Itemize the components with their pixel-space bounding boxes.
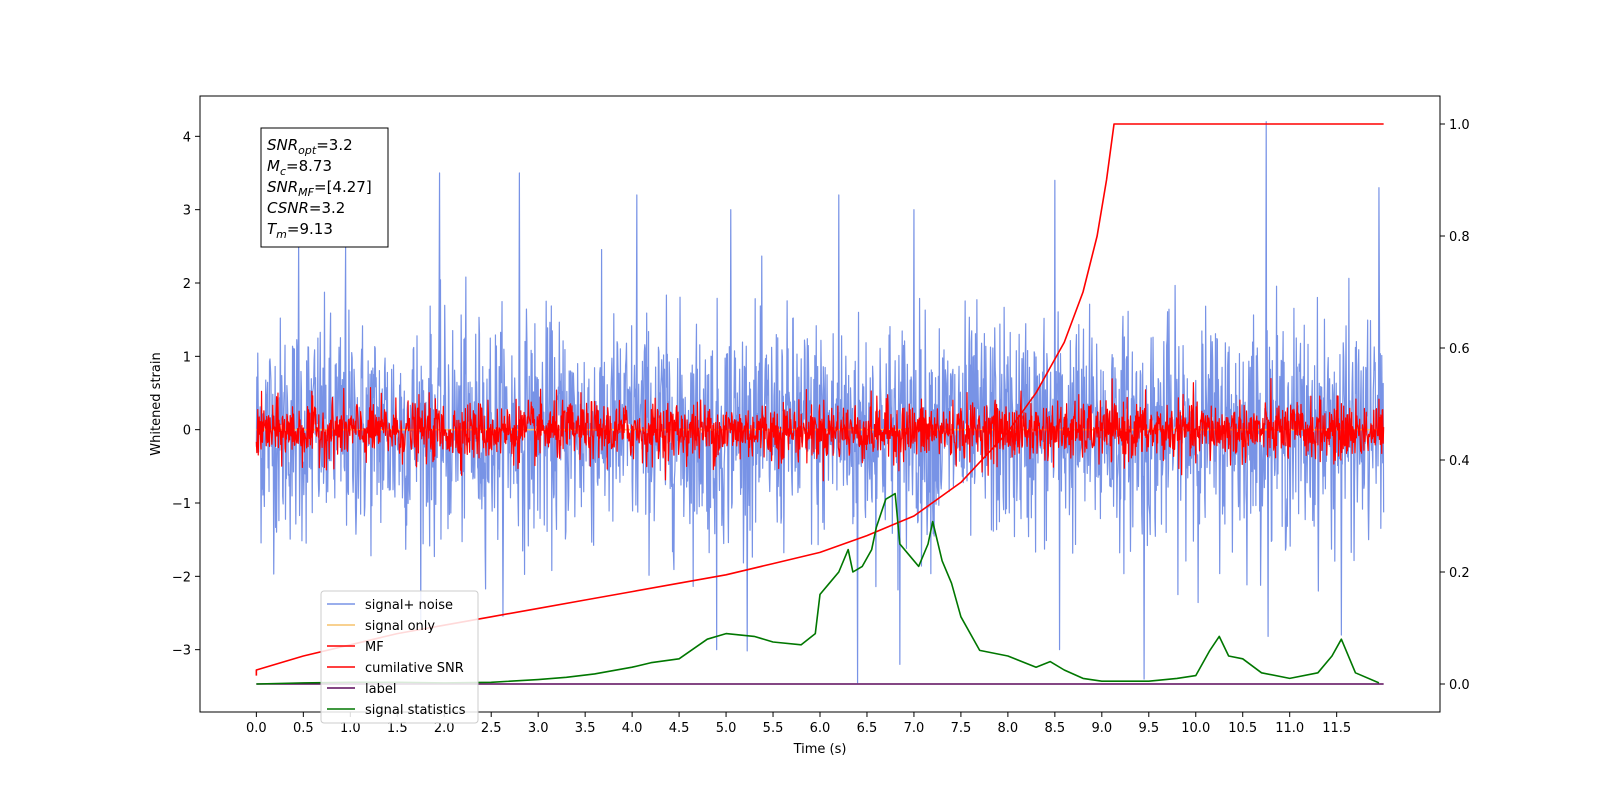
x-tick-label: 3.0 xyxy=(528,721,549,736)
x-tick-label: 2.0 xyxy=(434,721,455,736)
x-tick-label: 10.0 xyxy=(1181,721,1210,736)
x-tick-label: 1.5 xyxy=(387,721,408,736)
y-tick-label: 2 xyxy=(183,277,191,292)
x-tick-label: 9.5 xyxy=(1138,721,1159,736)
y-axis-label: Whitened strain xyxy=(149,352,164,455)
legend: signal+ noise signal only MF cumilative SNR… xyxy=(320,590,479,724)
x-tick-label: 11.0 xyxy=(1275,721,1304,736)
y-tick-label: 4 xyxy=(183,130,191,145)
x-tick-label: 8.5 xyxy=(1045,721,1066,736)
x-tick-label: 7.0 xyxy=(904,721,925,736)
x-tick-label: 2.5 xyxy=(481,721,502,736)
legend-entry-label: MF xyxy=(365,640,384,655)
x-tick-label: 0.5 xyxy=(293,721,314,736)
y2-tick-label: 0.8 xyxy=(1449,230,1470,245)
legend-entry-label: label xyxy=(365,682,396,697)
y-tick-label: −2 xyxy=(172,570,191,585)
x-tick-label: 5.0 xyxy=(716,721,737,736)
series-signal-statistics xyxy=(256,492,1380,685)
annotation-line: SNRopt=3.2 xyxy=(267,136,353,157)
y-tick-label: −3 xyxy=(172,644,191,659)
x-tick-label: 11.5 xyxy=(1322,721,1351,736)
x-axis-label: Time (s) xyxy=(793,742,847,757)
annotation-line: SNRMF=[4.27] xyxy=(267,178,372,199)
legend-frame xyxy=(320,590,479,724)
annotation-line: Tm=9.13 xyxy=(267,220,333,241)
legend-entry-label: signal+ noise xyxy=(365,598,453,613)
x-tick-label: 6.0 xyxy=(810,721,831,736)
y-tick-label: 0 xyxy=(183,424,191,439)
x-tick-label: 10.5 xyxy=(1228,721,1257,736)
x-tick-label: 6.5 xyxy=(857,721,878,736)
y-tick-label: 1 xyxy=(183,350,191,365)
x-tick-label: 5.5 xyxy=(763,721,784,736)
y-axis-right: 0.0 0.2 0.4 0.6 0.8 1.0 xyxy=(1440,118,1470,693)
annotation-line: CSNR=3.2 xyxy=(267,199,345,217)
series-mf xyxy=(255,377,1385,482)
legend-entry-label: signal statistics xyxy=(365,703,466,718)
x-tick-label: 1.0 xyxy=(340,721,361,736)
x-tick-label: 0.0 xyxy=(246,721,267,736)
x-axis: 0.0 0.5 1.0 1.5 2.0 2.5 3.0 3.5 4.0 4.5 5.0 5.5 6.0 6… xyxy=(246,712,1351,736)
x-tick-label: 7.5 xyxy=(951,721,972,736)
annotation-line: Mc=8.73 xyxy=(267,157,332,178)
y2-tick-label: 0.6 xyxy=(1449,342,1470,357)
x-tick-label: 4.5 xyxy=(669,721,690,736)
y2-tick-label: 0.0 xyxy=(1449,678,1470,693)
y-tick-label: 3 xyxy=(183,204,191,219)
x-tick-label: 4.0 xyxy=(622,721,643,736)
legend-entry-label: signal only xyxy=(365,619,435,634)
x-tick-label: 3.5 xyxy=(575,721,596,736)
y-axis-left: −3 −2 −1 0 1 2 3 4 xyxy=(172,130,200,659)
x-tick-label: 8.0 xyxy=(998,721,1019,736)
legend-entry-label: cumilative SNR xyxy=(365,661,464,676)
annotation-frame xyxy=(260,127,389,248)
y2-tick-label: 0.4 xyxy=(1449,454,1470,469)
y2-tick-label: 0.2 xyxy=(1449,566,1470,581)
y2-tick-label: 1.0 xyxy=(1449,118,1470,133)
x-tick-label: 9.0 xyxy=(1091,721,1112,736)
y-tick-label: −1 xyxy=(172,497,191,512)
